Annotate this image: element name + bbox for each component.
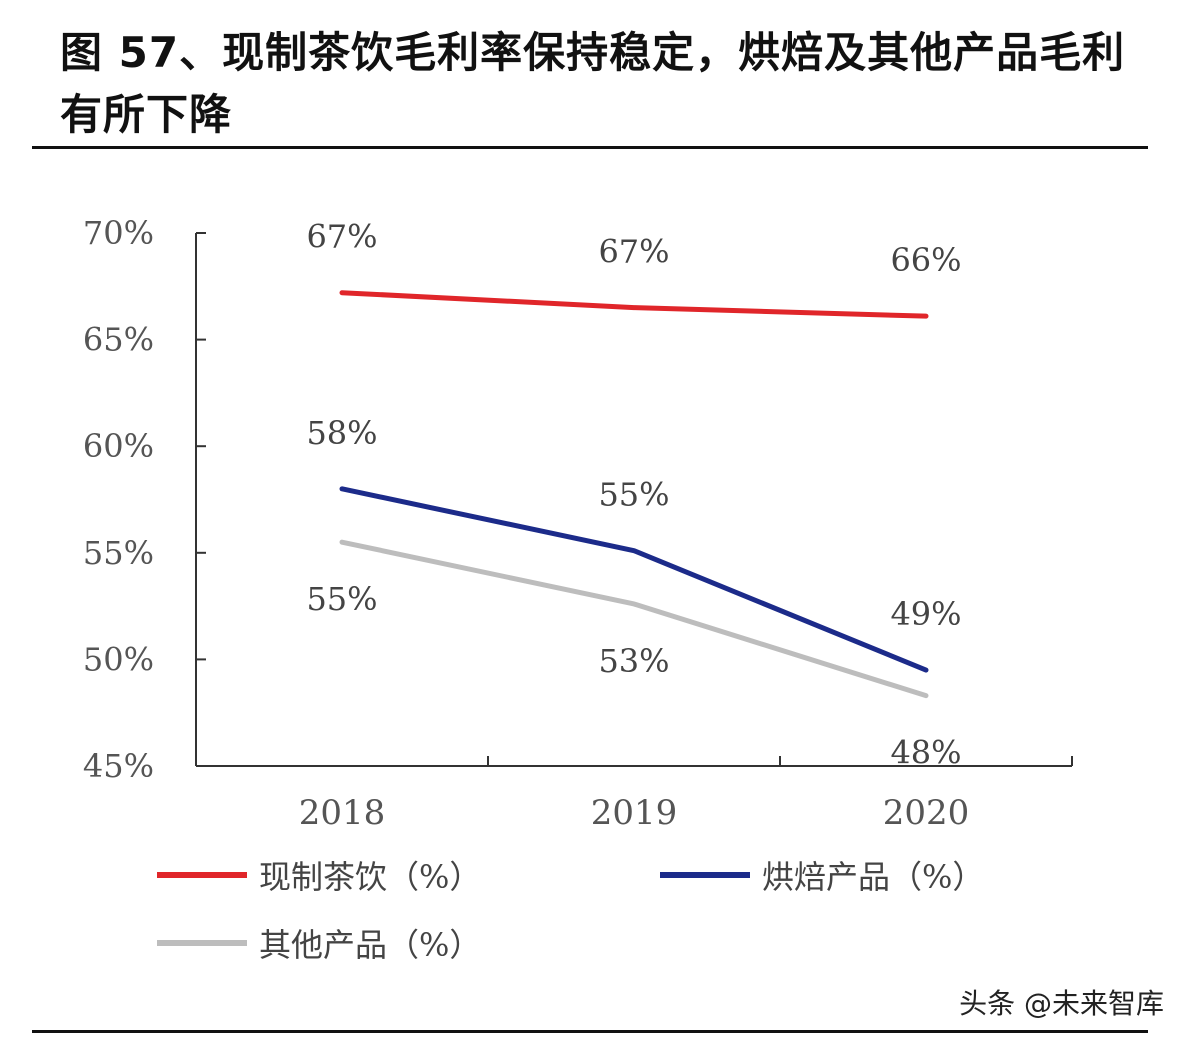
x-tick-label: 2018 — [299, 793, 386, 833]
legend-label-other: 其他产品（%） — [259, 926, 482, 964]
series-line-3 — [339, 539, 929, 699]
series-line-2 — [339, 486, 929, 673]
y-tick-label: 60% — [83, 427, 154, 465]
legend-label-tea: 现制茶饮（%） — [259, 858, 482, 896]
legend-item-bakery: 烘焙产品（%） — [660, 852, 984, 898]
data-label: 48% — [890, 734, 961, 772]
y-tick-label: 50% — [83, 640, 154, 678]
y-tick-label: 55% — [83, 534, 154, 572]
legend-swatch-tea — [157, 872, 247, 878]
data-label: 67% — [306, 218, 377, 256]
legend-label-bakery: 烘焙产品（%） — [762, 858, 985, 896]
data-label: 58% — [306, 414, 377, 452]
data-label: 66% — [890, 241, 961, 279]
data-label: 53% — [598, 642, 669, 680]
top-rule — [32, 146, 1148, 149]
x-tick-label: 2019 — [591, 793, 678, 833]
legend-swatch-other — [157, 940, 247, 946]
y-tick-label: 65% — [83, 321, 154, 359]
series-line-1 — [339, 290, 929, 319]
y-tick-label: 45% — [83, 747, 154, 785]
data-label: 55% — [306, 580, 377, 618]
bottom-rule — [32, 1030, 1148, 1033]
data-label: 49% — [890, 595, 961, 633]
data-label: 55% — [598, 476, 669, 514]
y-tick-label: 70% — [83, 214, 154, 252]
x-tick-label: 2020 — [883, 793, 970, 833]
legend-item-tea: 现制茶饮（%） — [157, 852, 481, 898]
legend-item-other: 其他产品（%） — [157, 920, 481, 966]
legend-swatch-bakery — [660, 872, 750, 878]
data-label: 67% — [598, 233, 669, 271]
chart-title: 图 57、现制茶饮毛利率保持稳定，烘焙及其他产品毛利有所下降 — [60, 28, 1126, 139]
watermark: 头条 @未来智库 — [959, 987, 1164, 1020]
